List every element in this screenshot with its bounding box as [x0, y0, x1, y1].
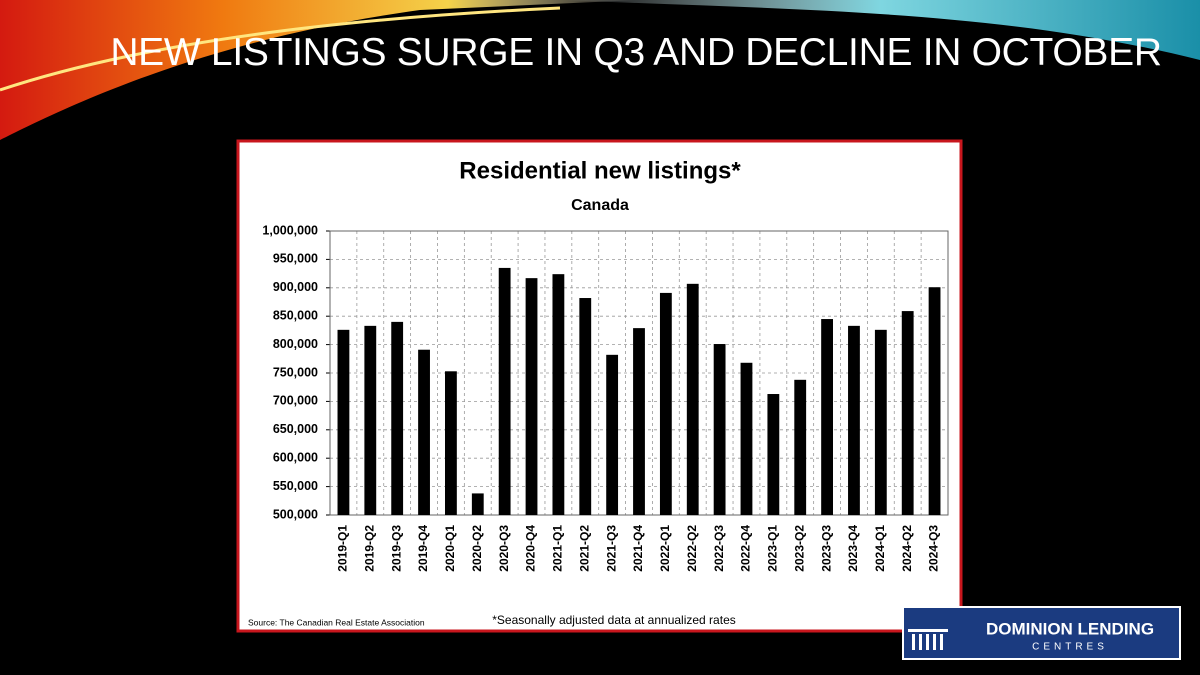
bar — [579, 298, 592, 515]
chart-frame — [236, 139, 963, 633]
x-tick-label: 2023-Q4 — [846, 525, 860, 572]
y-tick-label: 600,000 — [273, 450, 318, 464]
bar — [713, 344, 726, 515]
x-tick-label: 2022-Q2 — [685, 525, 699, 572]
bar — [767, 394, 780, 515]
x-tick-label: 2020-Q2 — [470, 525, 484, 572]
bar — [606, 354, 619, 515]
logo-line1: DOMINION LENDING — [986, 619, 1154, 638]
bar — [848, 325, 860, 515]
y-tick-label: 650,000 — [273, 422, 318, 436]
x-tick-label: 2024-Q3 — [927, 525, 941, 572]
chart-subtitle: Canada — [571, 197, 629, 214]
y-tick-label: 1,000,000 — [262, 223, 318, 237]
x-tick-label: 2022-Q4 — [739, 525, 753, 572]
x-tick-label: 2020-Q1 — [443, 525, 457, 572]
decor-swoosh-line — [0, 6, 561, 92]
x-tick-label: 2021-Q1 — [551, 525, 565, 572]
source-note: Source: The Canadian Real Estate Associa… — [248, 617, 425, 627]
x-tick-label: 2024-Q2 — [900, 525, 914, 572]
bar — [418, 349, 430, 515]
bar — [821, 319, 833, 515]
footnote: *Seasonally adjusted data at annualized … — [492, 613, 736, 627]
x-tick-label: 2022-Q3 — [712, 525, 726, 572]
y-tick-label: 750,000 — [273, 365, 318, 379]
bar — [633, 328, 645, 515]
x-tick-label: 2021-Q2 — [577, 525, 591, 572]
bar — [364, 325, 377, 515]
x-tick-label: 2021-Q4 — [631, 525, 645, 572]
x-tick-label: 2020-Q3 — [497, 525, 511, 572]
bar — [391, 321, 404, 515]
logo-icon — [908, 629, 948, 650]
decor-swoosh-right — [560, 0, 1200, 60]
bar — [337, 329, 350, 515]
y-tick-label: 900,000 — [273, 280, 318, 294]
bar — [794, 379, 807, 515]
x-tick-label: 2023-Q1 — [766, 525, 780, 572]
x-tick-label: 2019-Q1 — [336, 525, 350, 572]
logo-line2: CENTRES — [1032, 642, 1108, 653]
slide-title: NEW LISTINGS SURGE IN Q3 AND DECLINE IN … — [110, 31, 1162, 74]
x-tick-label: 2024-Q1 — [873, 525, 887, 572]
bar — [901, 311, 914, 515]
y-tick-label: 500,000 — [273, 507, 318, 521]
y-tick-label: 850,000 — [273, 308, 318, 322]
bar — [686, 283, 699, 515]
bar — [498, 267, 511, 515]
decor-swoosh-left — [0, 0, 640, 140]
bar — [525, 278, 538, 515]
bar — [445, 371, 457, 515]
chart-title: Residential new listings* — [459, 157, 741, 184]
x-tick-label: 2022-Q1 — [658, 525, 672, 572]
x-tick-label: 2023-Q2 — [792, 525, 806, 572]
logo-box — [902, 606, 1181, 660]
y-tick-label: 950,000 — [273, 252, 318, 266]
x-tick-label: 2019-Q4 — [416, 525, 430, 572]
bar — [471, 493, 484, 515]
bar — [874, 329, 887, 515]
x-tick-label: 2021-Q3 — [604, 525, 618, 572]
x-tick-label: 2023-Q3 — [819, 525, 833, 572]
bar — [928, 287, 941, 515]
x-tick-label: 2019-Q3 — [389, 525, 403, 572]
plot: 500,000 550,000 600,000 650,000 700,000 750,0… — [262, 223, 949, 572]
y-tick-label: 700,000 — [273, 394, 318, 408]
x-tick-label: 2019-Q2 — [362, 525, 376, 572]
x-tick-label: 2020-Q4 — [524, 525, 538, 572]
bar — [659, 292, 672, 515]
y-tick-label: 550,000 — [273, 479, 318, 493]
bar — [552, 274, 565, 515]
y-tick-label: 800,000 — [273, 337, 318, 351]
bar — [740, 362, 753, 515]
